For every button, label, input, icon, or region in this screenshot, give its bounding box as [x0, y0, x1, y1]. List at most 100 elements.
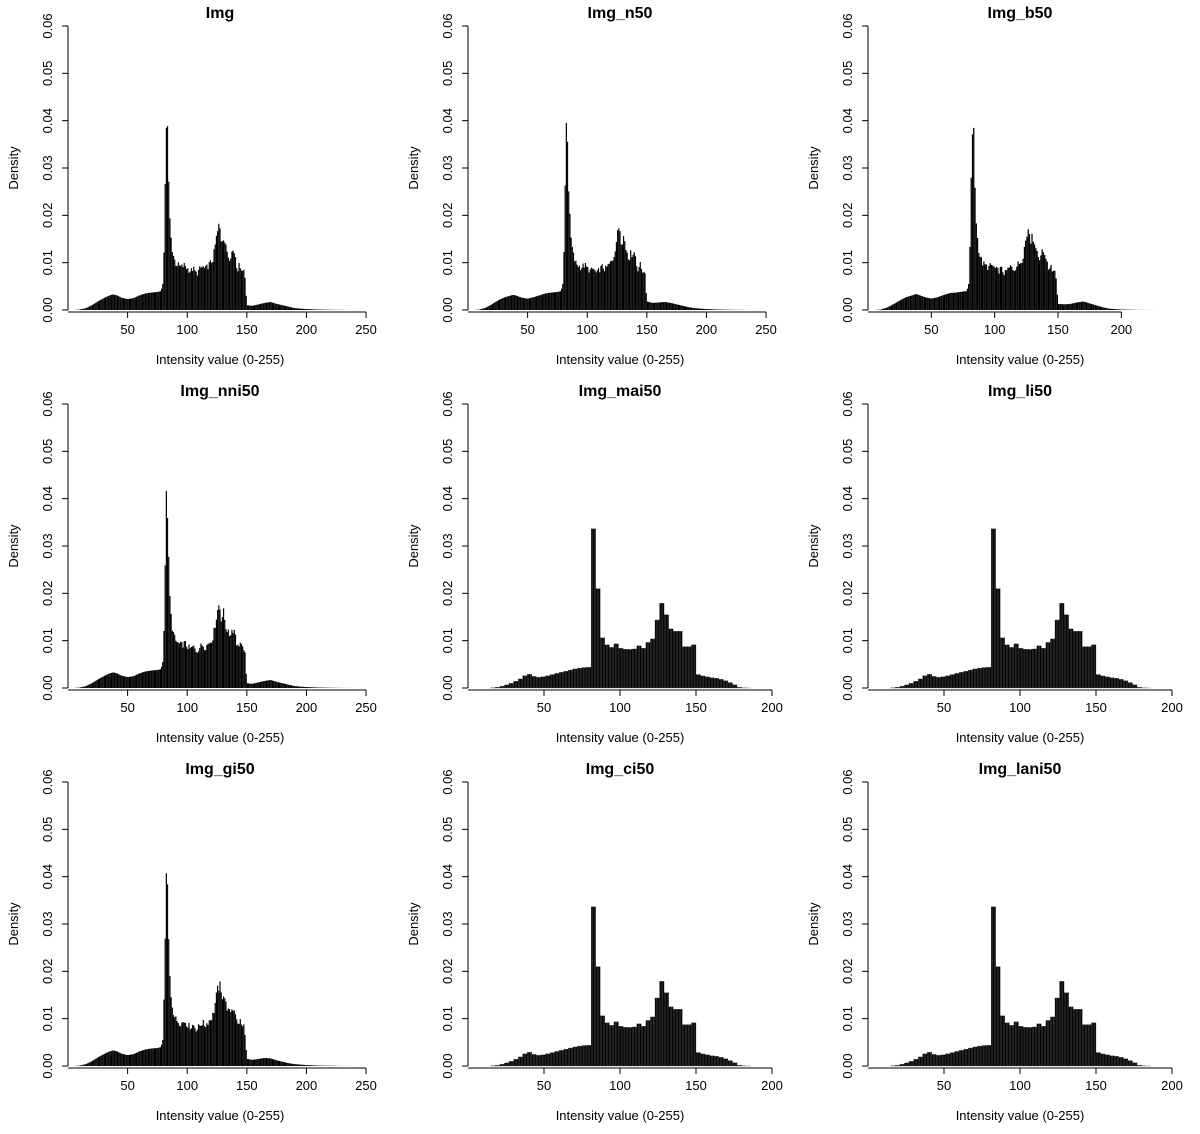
histogram-bar [1009, 267, 1010, 310]
histogram-bar [486, 307, 487, 310]
histogram-bar [702, 676, 704, 688]
histogram-bar [297, 686, 298, 688]
histogram-bar [1019, 264, 1020, 310]
histogram-bar [194, 1028, 195, 1066]
histogram-bar [249, 306, 250, 310]
histogram-bar [618, 648, 620, 688]
y-tick-label: 0.06 [840, 391, 855, 416]
histogram-bar [224, 998, 225, 1066]
histogram-bar [1053, 271, 1054, 310]
histogram-bar [1096, 1053, 1098, 1066]
histogram-bar [562, 672, 564, 688]
histogram-bar [1094, 1023, 1096, 1066]
histogram-bar [571, 1048, 573, 1066]
histogram-bar [593, 907, 595, 1066]
histogram-bar [602, 264, 603, 310]
histogram-bar [205, 650, 206, 688]
histogram-bar [704, 309, 705, 310]
histogram-bar [87, 307, 88, 310]
histogram-bar [884, 308, 885, 310]
histogram-bar [1035, 1027, 1037, 1066]
histogram-bar [535, 676, 537, 688]
histogram-bar [939, 1055, 941, 1066]
histogram-bar [1081, 302, 1082, 310]
histogram-bar [82, 309, 83, 310]
histogram-bar [732, 1063, 734, 1066]
histogram-bar [156, 292, 157, 310]
histogram-bar [141, 1051, 142, 1066]
histogram-bar [110, 1051, 111, 1066]
histogram-bar [1017, 1022, 1019, 1066]
histogram-bar [518, 297, 519, 310]
histogram-bar [575, 261, 576, 310]
histogram-bar [246, 674, 247, 688]
histogram-bar [246, 1050, 247, 1066]
histogram-bar [233, 1011, 234, 1066]
y-tick-label: 0.03 [840, 911, 855, 936]
histogram-bar [700, 309, 701, 310]
histogram-bar [1076, 303, 1077, 310]
histogram-bar [673, 304, 674, 310]
histogram-bar [154, 292, 155, 310]
histogram-bar [173, 256, 174, 310]
histogram-bar [130, 299, 131, 310]
histogram-bar [968, 1048, 970, 1066]
histogram-bar [938, 677, 940, 688]
histogram-bar [701, 1054, 703, 1066]
x-tick-label: 50 [120, 322, 134, 337]
histogram-bar [241, 270, 242, 310]
histogram-bar [930, 1052, 932, 1066]
histogram-bar [283, 1062, 284, 1066]
histogram-bar [265, 681, 266, 688]
histogram-bar [524, 298, 525, 310]
histogram-bar [673, 1009, 675, 1066]
y-tick-label: 0.06 [840, 769, 855, 794]
histogram-bar [1011, 647, 1013, 688]
histogram-bar [958, 292, 959, 310]
histogram-bar [1087, 647, 1089, 688]
histogram-bar [1047, 642, 1049, 688]
histogram-bar [309, 309, 310, 310]
histogram-bar [518, 1057, 520, 1066]
histogram-bar [950, 1053, 952, 1066]
histogram-bar [615, 1022, 617, 1066]
histogram-bar [303, 687, 304, 688]
histogram-bar [934, 298, 935, 310]
histogram-bar [116, 1051, 117, 1066]
histogram-bar [652, 1017, 654, 1066]
histogram-bar [719, 1057, 721, 1066]
histogram-bar [120, 297, 121, 310]
histogram-bar [992, 266, 993, 310]
histogram-bar [1015, 270, 1016, 310]
histogram-bar [166, 128, 167, 310]
histogram-bar [1067, 615, 1069, 688]
histogram-bar [104, 298, 105, 310]
histogram-bar [993, 267, 994, 310]
histogram-bar [924, 297, 925, 310]
histogram-bar [577, 1046, 579, 1066]
histogram-bar [1011, 267, 1012, 310]
histogram-bar [180, 642, 181, 688]
histogram-bar [597, 967, 599, 1066]
histogram-bar [684, 306, 685, 310]
histogram-bar [993, 907, 995, 1066]
histogram-bar [80, 309, 81, 310]
histogram-bar [140, 673, 141, 688]
histogram-bar [1031, 649, 1033, 688]
histogram-bar [584, 1046, 586, 1066]
histogram-bar [536, 296, 537, 310]
histogram-bar [230, 259, 231, 310]
histogram-bar [708, 1055, 710, 1066]
histogram-bar [921, 1057, 923, 1066]
histogram-bar [192, 271, 193, 310]
histogram-bar [963, 291, 964, 310]
histogram-bar [523, 298, 524, 310]
histogram-bar [240, 643, 241, 688]
histogram-bar [978, 253, 979, 310]
histogram-bar [952, 675, 954, 688]
histogram-bar [228, 1009, 229, 1066]
histogram-bar [596, 272, 597, 310]
histogram-bar [1015, 1022, 1017, 1066]
x-axis-label: Intensity value (0-255) [156, 1108, 285, 1123]
